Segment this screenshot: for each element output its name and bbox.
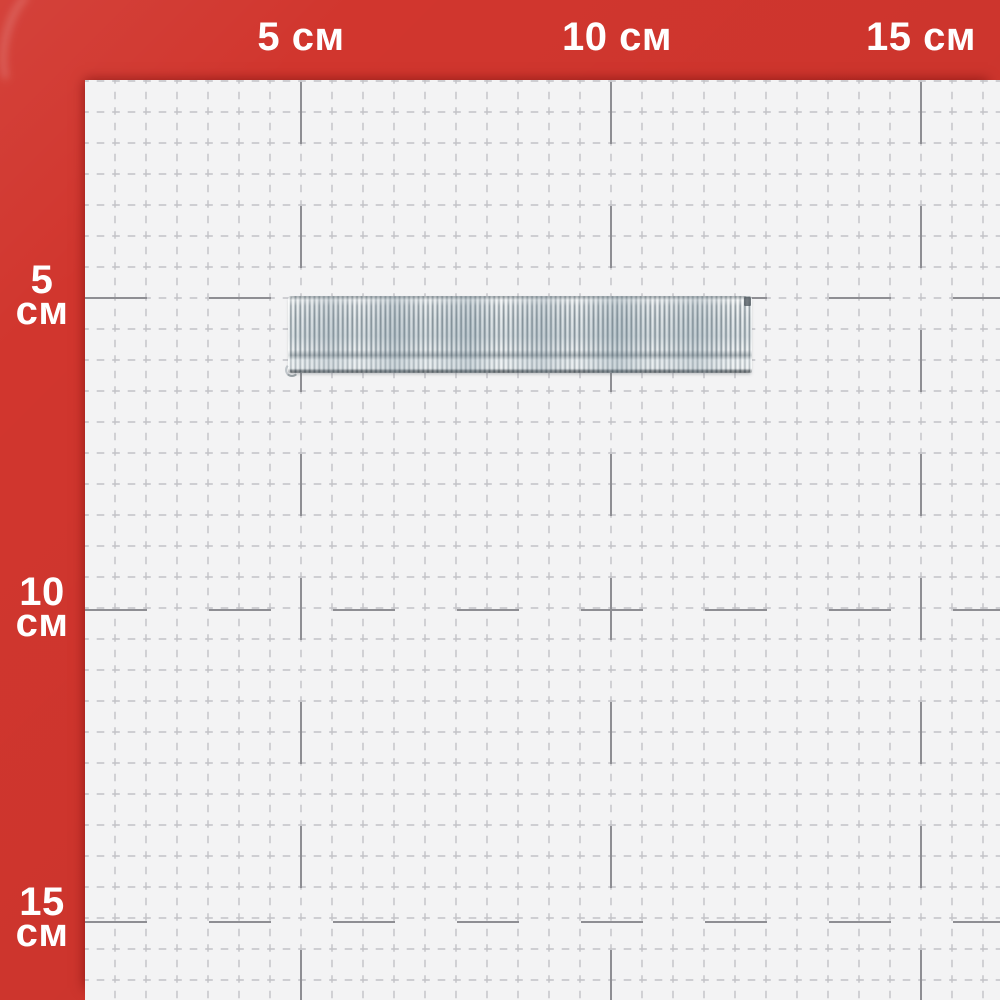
ruler-label-left-5cm-number: 5 [30, 258, 54, 302]
ruler-label-left-15cm-number: 15 [19, 880, 65, 924]
ruler-label-top-10cm: 10 см [562, 15, 672, 59]
grid-paper [85, 80, 1000, 1000]
ruler-label-top-15cm: 15 см [866, 15, 976, 59]
ruler-label-left-5cm-unit: см [15, 289, 69, 333]
ruler-label-left-10cm-number: 10 [19, 570, 65, 614]
ruler-label-top-5cm: 5 см [257, 15, 345, 59]
staples-strip [285, 296, 752, 377]
ruler-label-left-15cm: 15 см [15, 882, 69, 955]
measurement-grid [85, 80, 1000, 1000]
ruler-label-left-5cm: 5 см [15, 260, 69, 333]
ruler-label-left-10cm: 10 см [15, 572, 69, 645]
staples-strip-leg-curl [285, 363, 299, 377]
ruler-label-left-10cm-unit: см [15, 601, 69, 645]
ruler-label-left-15cm-unit: см [15, 911, 69, 955]
staples-strip-end-hook [744, 297, 751, 306]
